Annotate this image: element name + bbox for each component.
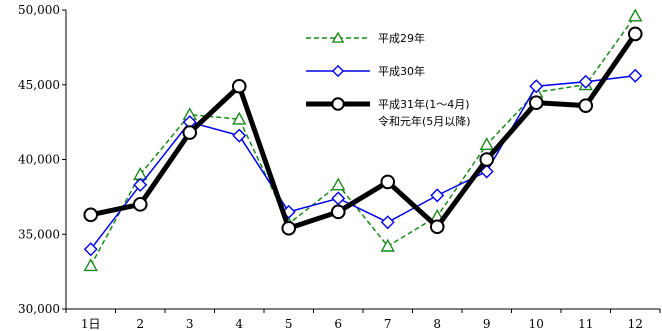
legend-label: 平成29年 bbox=[378, 31, 425, 45]
data-point bbox=[578, 98, 594, 113]
legend-marker bbox=[331, 64, 345, 78]
data-point bbox=[578, 74, 593, 89]
data-point bbox=[627, 26, 643, 42]
y-tick-label: 35,000 bbox=[18, 227, 60, 241]
data-point bbox=[479, 137, 494, 151]
data-point bbox=[132, 197, 148, 212]
data-point bbox=[83, 242, 98, 257]
legend-label: 平成30年 bbox=[378, 64, 425, 78]
legend-marker bbox=[331, 97, 345, 111]
data-point bbox=[528, 95, 544, 110]
x-tick-label: 6 bbox=[334, 317, 342, 331]
x-tick-label: 9 bbox=[483, 317, 491, 331]
data-point bbox=[479, 164, 494, 179]
series-lines bbox=[83, 8, 643, 272]
x-tick-label: 8 bbox=[433, 317, 441, 331]
data-point bbox=[83, 258, 98, 272]
x-tick-label: 11 bbox=[578, 317, 593, 331]
series-line bbox=[90, 15, 636, 267]
data-point bbox=[628, 8, 643, 22]
data-point bbox=[232, 111, 247, 125]
data-point bbox=[430, 188, 445, 203]
data-point bbox=[380, 174, 396, 190]
legend-label-line2: 令和元年(5月以降) bbox=[378, 114, 471, 128]
y-tick-label: 45,000 bbox=[18, 78, 60, 92]
data-point bbox=[182, 125, 198, 140]
data-point bbox=[281, 220, 297, 236]
data-point bbox=[628, 68, 643, 83]
y-axis-ticks: 30,000 35,000 40,000 45,000 50,000 bbox=[18, 3, 66, 316]
data-point bbox=[380, 238, 395, 252]
y-tick-label: 30,000 bbox=[18, 302, 60, 316]
data-point bbox=[331, 191, 346, 206]
legend-label: 平成31年(1～4月) bbox=[378, 97, 470, 111]
series-line bbox=[90, 75, 636, 250]
y-tick-label: 40,000 bbox=[18, 153, 60, 167]
x-tick-label: 1日 bbox=[81, 317, 101, 331]
x-tick-label: 3 bbox=[186, 317, 194, 331]
x-tick-label: 4 bbox=[235, 317, 243, 331]
data-point bbox=[330, 204, 346, 220]
chart-axes bbox=[65, 10, 660, 310]
x-axis-ticks: 1日 2 3 4 5 6 7 8 9 10 11 12 bbox=[65, 309, 661, 331]
series-1 bbox=[83, 8, 643, 272]
data-point bbox=[380, 215, 395, 230]
x-tick-label: 10 bbox=[529, 317, 544, 331]
x-tick-label: 2 bbox=[136, 317, 144, 331]
data-point bbox=[479, 152, 495, 167]
data-point bbox=[232, 128, 247, 143]
data-point bbox=[529, 79, 544, 94]
x-tick-label: 5 bbox=[285, 317, 293, 331]
series-line bbox=[90, 32, 638, 232]
legend-marker bbox=[331, 31, 345, 43]
data-point bbox=[133, 167, 148, 180]
data-point bbox=[231, 78, 247, 94]
data-point bbox=[429, 219, 445, 235]
data-point bbox=[133, 177, 148, 192]
data-point bbox=[83, 207, 99, 223]
x-tick-label: 12 bbox=[628, 317, 643, 331]
data-point bbox=[331, 177, 346, 191]
y-tick-label: 50,000 bbox=[18, 3, 60, 17]
x-tick-label: 7 bbox=[384, 317, 392, 331]
series-3 bbox=[83, 26, 643, 236]
